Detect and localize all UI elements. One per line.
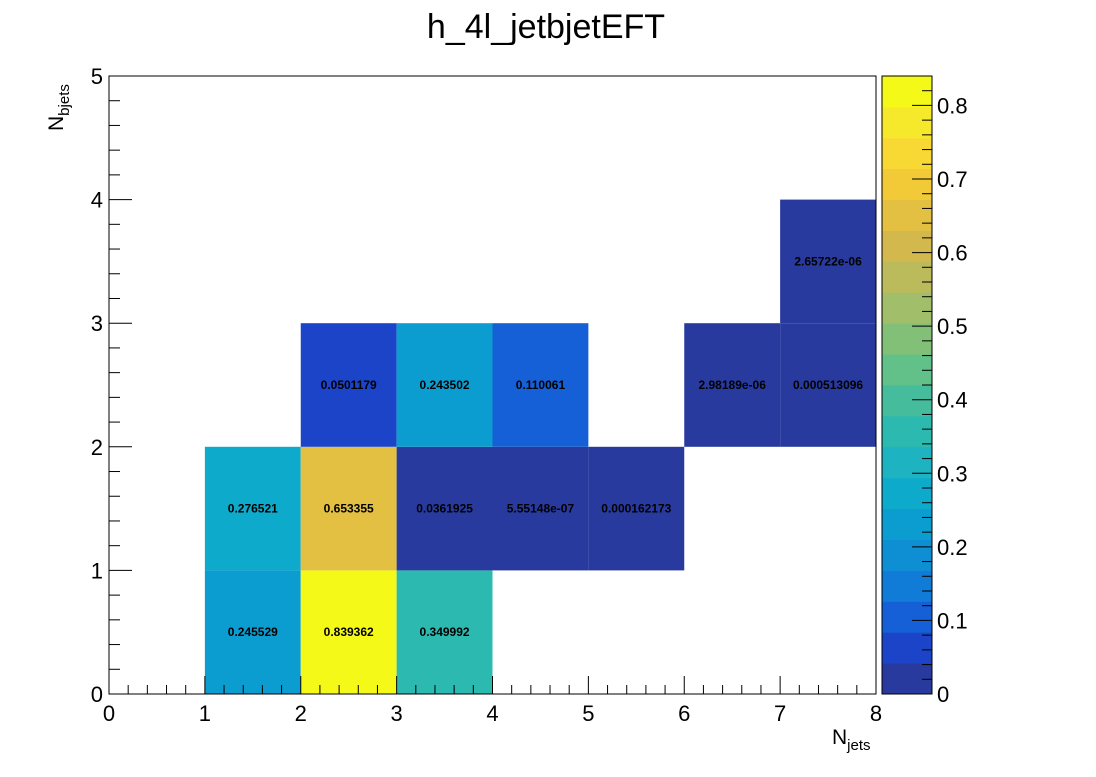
x-tick-label: 1 [199,701,211,726]
colorbar-tick-label: 0.8 [937,93,968,118]
x-tick-label: 5 [582,701,594,726]
colorbar-band [882,601,932,633]
heatmap-cell [780,323,876,447]
colorbar-band [882,76,932,108]
colorbar-tick-label: 0.3 [937,461,968,486]
colorbar-band [882,570,932,602]
x-tick-label: 4 [486,701,498,726]
cell-value-label: 0.276521 [228,502,278,516]
colorbar-tick-label: 0.1 [937,608,968,633]
heatmap-cell [396,570,493,694]
cell-value-label: 0.245529 [228,625,278,639]
cell-value-label: 0.0361925 [416,502,473,516]
x-tick-label: 7 [774,701,786,726]
cell-value-label: 0.000513096 [793,378,863,392]
y-tick-label: 4 [91,188,103,213]
y-axis-title: Nbjets [45,84,73,131]
cell-value-label: 2.65722e-06 [794,254,862,268]
heatmap-cell [300,323,397,447]
y-axis-title-main: N [45,116,68,131]
colorbar-band [882,323,932,355]
colorbar-band [882,539,932,571]
y-axis-title-sub: bjets [56,84,73,116]
y-tick-label: 0 [91,682,103,707]
colorbar-band [882,106,932,139]
colorbar-tick-label: 0.6 [937,241,968,266]
colorbar-band [882,508,932,540]
x-tick-label: 0 [103,701,115,726]
cell-value-label: 5.55148e-07 [507,502,575,516]
colorbar-tick-label: 0.2 [937,535,968,560]
colorbar-band [882,261,932,293]
colorbar-tick-label: 0.5 [937,314,968,339]
heatmap-cell [204,446,301,571]
colorbar-band [882,385,932,417]
heatmap-cell [492,323,589,447]
colorbar-band [882,415,932,448]
colorbar-band [882,477,932,510]
heatmap-cell [300,446,397,571]
heatmap-cell [492,446,589,571]
colorbar-tick-label: 0 [937,682,949,707]
x-axis-title-sub: jets [846,737,870,754]
y-axis: 0 1 2 3 4 5 [91,64,132,707]
y-tick-label: 1 [91,558,103,583]
y-tick-label: 3 [91,311,103,336]
colorbar-band [882,632,932,664]
colorbar-band [882,199,932,231]
cell-value-label: 0.349992 [420,625,470,639]
heatmap-cell [300,570,397,694]
x-tick-label: 8 [870,701,882,726]
cell-value-label: 2.98189e-06 [698,378,766,392]
chart-title: h_4l_jetbjetEFT [427,8,665,46]
cell-value-label: 0.0501179 [321,378,377,392]
x-tick-label: 6 [678,701,690,726]
colorbar-band [882,168,932,201]
heatmap-cell [588,446,685,571]
x-axis-title: Njets [832,726,871,754]
cell-value-label: 0.839362 [324,625,374,639]
colorbar-band [882,230,932,262]
x-axis-title-main: N [832,726,847,749]
y-tick-label: 5 [91,64,103,89]
cell-value-label: 0.653355 [324,502,374,516]
x-axis: 0 1 2 3 4 5 6 7 8 [103,676,882,726]
colorbar-tick-label: 0.7 [937,167,968,192]
heatmap-cell [204,570,301,694]
cells-layer [204,199,876,694]
heatmap-cell [396,323,493,447]
colorbar-band [882,292,932,324]
x-tick-label: 3 [391,701,403,726]
heatmap-cell [780,199,876,324]
x-tick-label: 2 [295,701,307,726]
cell-labels-layer: 0.245529 0.839362 0.349992 0.276521 0.653355… [228,254,864,639]
heatmap-cell [396,446,493,571]
colorbar: 0 0.1 0.2 0.3 0.4 0.5 0.6 0.7 0.8 [881,75,968,707]
cell-value-label: 0.000162173 [601,502,671,516]
cell-value-label: 0.243502 [420,378,470,392]
colorbar-tick-label: 0.4 [937,388,968,413]
heatmap-cell [684,323,781,447]
cell-value-label: 0.110061 [516,378,566,392]
y-tick-label: 2 [91,435,103,460]
